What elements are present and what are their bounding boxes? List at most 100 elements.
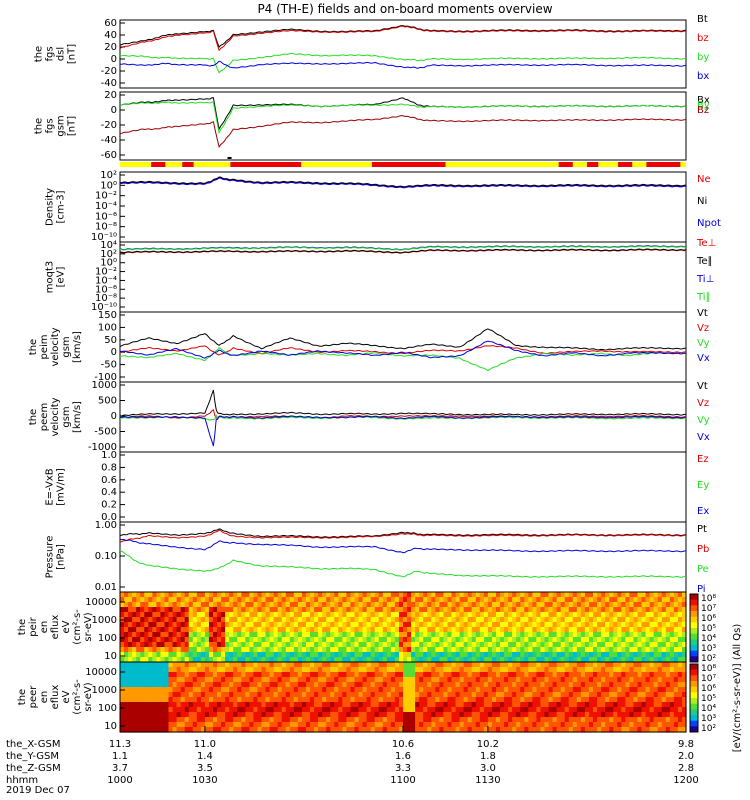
y-axis-label-line: (cm²-s- [72,609,83,645]
spectrogram-cell [681,692,687,698]
spectrogram-cell [512,677,517,683]
spectrogram-cell [394,682,400,688]
spectrogram-cell [568,592,574,598]
spectrogram-cell [237,672,242,678]
spectrogram-cell [443,647,449,653]
spectrogram-cell [540,622,546,628]
spectrogram-cell [601,702,606,708]
spectrogram-cell [508,617,513,623]
colorbar-tick: 10⁵ [701,694,716,704]
spectrogram-cell [196,607,202,613]
spectrogram-cell [273,662,279,668]
spectrogram-cell [483,692,489,698]
spectrogram-cell [217,677,222,683]
spectrogram-cell [641,727,647,733]
spectrogram-cell [386,682,392,688]
spectrogram-cell [285,602,291,608]
spectrogram-cell [532,652,538,658]
spectrogram-cell [172,687,178,693]
spectrogram-cell [229,637,234,643]
spectrogram-cell [665,702,671,708]
spectrogram-cell [394,667,400,673]
spectrogram-cell [245,682,250,688]
spectrogram-cell [128,702,133,708]
spectrogram-cell [237,682,242,688]
spectrogram-cell [483,652,489,658]
spectrogram-cell [233,607,238,613]
spectrogram-cell [310,667,315,673]
spectrogram-cell [200,717,206,723]
spectrogram-cell [249,617,255,623]
spectrogram-cell [192,657,198,663]
spectrogram-cell [140,617,145,623]
spectrogram-cell [398,627,404,633]
spectrogram-cell [184,672,190,678]
spectrogram-cell [330,667,335,673]
spectrogram-cell [289,682,295,688]
spectrogram-cell [516,727,521,733]
spectrogram-cell [625,667,630,673]
spectrogram-cell [649,612,655,618]
spectrogram-cell [208,662,214,668]
panel-frame [119,311,687,383]
spectrogram-cell [281,602,287,608]
spectrogram-cell [285,627,291,633]
spectrogram-cell [504,657,509,663]
spectrogram-cell [362,617,368,623]
spectrogram-cell [144,687,149,693]
spectrogram-cell [261,662,267,668]
spectrogram-cell [326,597,331,603]
y-axis-label-line: [eV] [56,267,67,288]
y-axis-label-line: gsm [61,336,72,357]
spectrogram-cell [661,637,667,643]
spectrogram-cell [487,597,493,603]
spectrogram-cell [415,727,420,733]
spectrogram-cell [382,722,388,728]
spectrogram-cell [148,657,153,663]
spectrogram-cell [358,702,364,708]
spectrogram-cell [439,607,445,613]
spectrogram-cell [677,687,683,693]
spectrogram-cell [568,622,574,628]
spectrogram-cell [273,612,279,618]
spectrogram-cell [322,657,327,663]
spectrogram-cell [572,602,578,608]
spectrogram-cell [366,602,372,608]
spectrogram-cell [245,607,250,613]
spectrogram-cell [455,642,461,648]
spectrogram-cell [188,647,194,653]
spectrogram-cell [669,622,675,628]
spectrogram-cell [160,717,166,723]
spectrogram-cell [609,717,614,723]
spectrogram-cell [200,702,206,708]
spectrogram-cell [148,592,153,598]
spectrogram-cell [358,592,364,598]
spectrogram-cell [281,707,287,713]
spectrogram-cell [305,647,311,653]
spectrogram-cell [435,662,440,668]
spectrogram-cell [415,607,420,613]
ytick-label: 1.0 [101,450,117,461]
spectrogram-cell [322,717,327,723]
spectrogram-cell [334,657,339,663]
spectrogram-cell [136,637,141,643]
spectrogram-cell [407,642,412,648]
spectrogram-cell [487,682,493,688]
spectrogram-cell [479,612,485,618]
spectrogram-cell [330,632,335,638]
spectrogram-cell [661,697,667,703]
spectrogram-cell [241,692,246,698]
spectrogram-cell [439,652,445,658]
spectrogram-cell [605,597,610,603]
spectrogram-cell [681,607,687,613]
spectrogram-cell [629,697,635,703]
spectrogram-cell [677,602,683,608]
spectrogram-cell [221,727,226,733]
colorbar-segment [690,675,698,682]
spectrogram-cell [407,617,412,623]
spectrogram-cell [156,667,162,673]
spectrogram-cell [128,647,133,653]
spectrogram-cell [204,682,210,688]
spectrogram-cell [326,642,331,648]
spectrogram-cell [301,727,307,733]
